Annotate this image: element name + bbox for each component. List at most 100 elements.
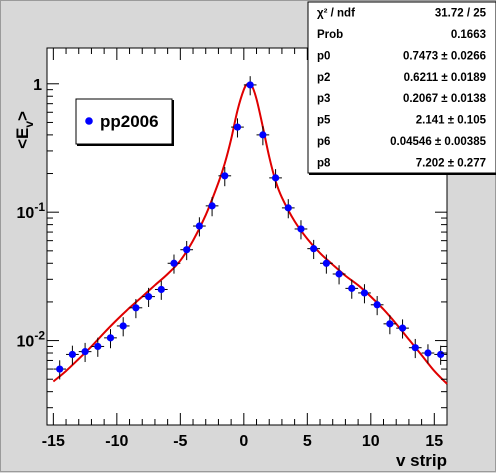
marker [398,324,407,332]
data-point [180,240,194,261]
y-tick-label: 10-2 [17,329,46,351]
marker [81,348,89,356]
marker [106,334,115,342]
marker [144,293,153,301]
stats-row-value: 7.202 ± 0.277 [416,157,486,169]
data-point [91,337,105,357]
data-point [78,342,92,363]
stats-box-frame [307,1,496,174]
stats-row-label: p8 [317,157,331,169]
x-tick-label: 15 [425,433,443,450]
marker [170,259,178,267]
marker [373,301,381,309]
stats-row-label: p3 [317,93,330,105]
stats-box-shadow-bottom [309,173,496,175]
marker [94,342,102,351]
data-point [307,239,321,260]
data-point [370,296,384,316]
y-tick-label: 1 [33,77,42,94]
x-tick-label: 10 [362,433,380,450]
data-point [243,76,257,96]
y-axis-title: <Ev> [13,111,36,149]
marker [386,320,394,328]
x-tick-label: 0 [239,433,248,450]
axes-layer: -15 -10 -5 0 5 10 15 1 10-1 10-2 [17,48,448,450]
marker [119,322,127,330]
stats-row-label: p2 [317,72,330,84]
stats-row-label: p0 [317,50,330,62]
data-point [294,220,308,240]
x-tick-label: -10 [105,433,128,450]
x-tick-label: 5 [303,433,312,450]
y-axis-title-text: <Ev> [13,111,36,149]
legend-shadow-bottom [77,144,173,146]
data-point [154,280,168,300]
stats-row-value: 0.2067 ± 0.0138 [403,93,487,105]
x-axis-title: v strip [396,451,447,470]
data-point [281,199,295,219]
marker [68,350,76,359]
legend-marker [85,117,93,125]
data-point [53,360,67,380]
data-point [104,329,117,349]
marker [246,81,254,89]
marker [411,344,419,352]
marker [271,174,280,182]
legend-shadow-right [172,100,174,146]
data-point [231,118,244,138]
data-point [167,254,181,274]
marker [208,202,216,210]
data-point [383,315,397,335]
marker [310,245,318,253]
marker [132,304,140,312]
stats-row-value: 2.141 ± 0.105 [416,115,487,127]
data-point [332,265,346,285]
stats-row-value: 0.7473 ± 0.0266 [403,50,486,62]
data-point [66,345,79,365]
marker [56,365,64,373]
legend: pp2006 [75,98,174,146]
x-tick-label: -5 [173,433,187,450]
marker [335,270,343,278]
marker [437,350,445,359]
data-point [408,338,422,359]
data-point [358,284,371,304]
marker [259,131,267,139]
data-point [320,254,333,274]
x-tick-label: -15 [42,433,65,450]
data-point [205,197,219,217]
data-point [129,299,143,319]
y-tick-label: 10-1 [17,200,46,222]
data-point [269,169,282,189]
data-point [396,319,409,339]
data-point [256,126,270,146]
marker [221,172,229,180]
legend-label: pp2006 [100,112,159,131]
stats-row-label: Prob [317,29,343,41]
stats-row-value: 0.04546 ± 0.00385 [390,136,486,148]
data-point [142,287,155,307]
marker [322,259,330,267]
marker [284,204,292,212]
stats-row-value: 31.72 / 25 [435,8,487,20]
data-point [345,279,359,299]
marker [360,289,369,297]
marker [424,349,432,357]
marker [233,123,242,131]
stats-row-label: p6 [317,136,330,148]
stats-row-value: 0.6211 ± 0.0189 [404,72,486,84]
marker [297,225,305,233]
stats-row-label: χ² / ndf [317,8,355,20]
marker [348,284,356,292]
points-layer [53,76,447,380]
marker [157,285,165,294]
stats-row-value: 0.1663 [451,29,486,41]
stats-row-label: p5 [317,115,331,127]
marker [195,222,203,230]
data-point [116,317,130,337]
marker [183,246,191,254]
stats-box: χ² / ndf 31.72 / 25 Prob 0.1663 p0 0.7473 ± 0… [307,1,496,175]
data-point [193,217,206,237]
